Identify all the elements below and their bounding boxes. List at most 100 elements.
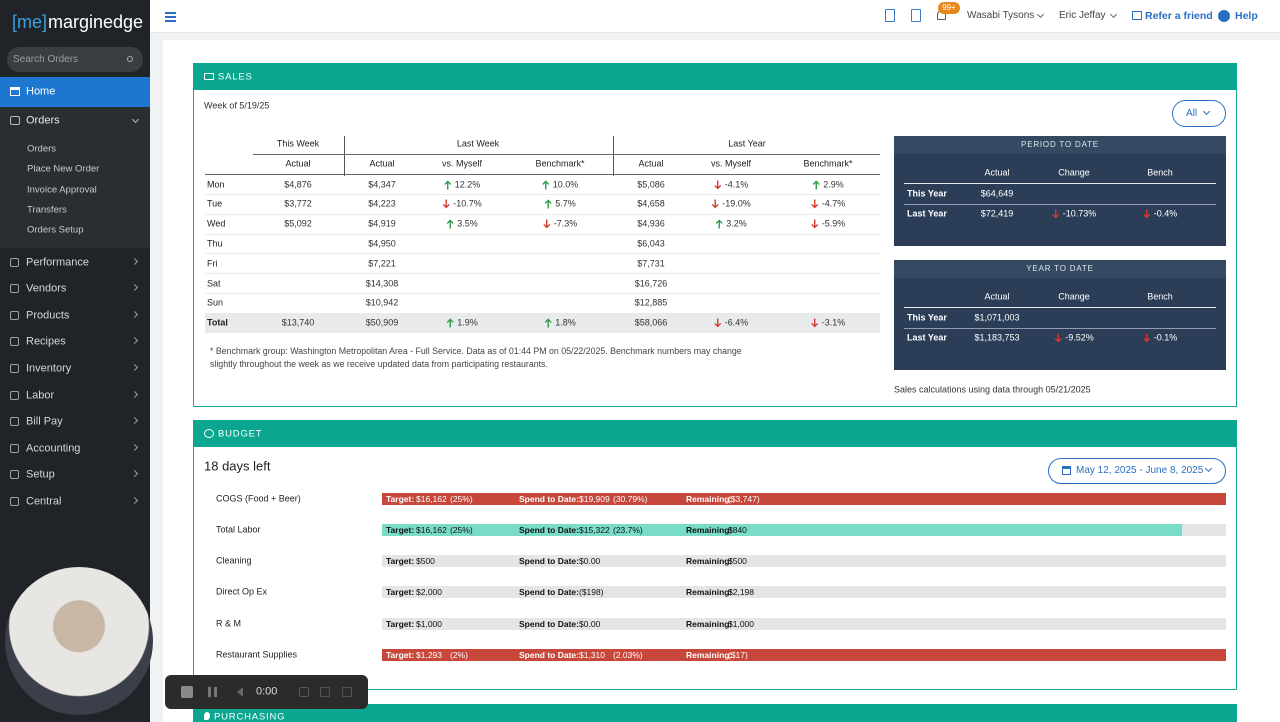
user-menu[interactable]: Eric Jeffay bbox=[1059, 10, 1106, 21]
up-arrow bbox=[812, 180, 820, 190]
nav-item[interactable]: Products bbox=[26, 309, 70, 322]
summary-column: Actual bbox=[984, 167, 1010, 178]
week-label: Week of 5/19/25 bbox=[204, 100, 270, 111]
nav-home[interactable] bbox=[0, 77, 150, 107]
nav-item[interactable]: Recipes bbox=[26, 335, 66, 348]
nav-icon bbox=[10, 284, 19, 294]
menu-icon-line[interactable] bbox=[165, 16, 176, 18]
header-rule bbox=[205, 174, 880, 175]
nav-item[interactable]: Vendors bbox=[26, 282, 67, 295]
refer-link[interactable]: Refer a friend bbox=[1145, 9, 1213, 22]
nav-subitem[interactable]: Transfers bbox=[27, 204, 67, 216]
summary-box bbox=[894, 260, 1226, 370]
budget-field-label: Spend to Date: bbox=[519, 555, 579, 566]
row-label: Tue bbox=[207, 198, 223, 209]
down-arrow bbox=[1052, 209, 1060, 219]
menu-icon-line[interactable] bbox=[165, 20, 176, 22]
days-left: 18 days left bbox=[204, 458, 271, 474]
stop-button[interactable] bbox=[181, 686, 193, 698]
location-select[interactable]: Wasabi Tysons bbox=[967, 10, 1035, 21]
nav-orders[interactable]: Orders bbox=[26, 114, 60, 127]
nav-item[interactable]: Labor bbox=[26, 389, 55, 401]
nav-subitem[interactable]: Place New Order bbox=[27, 163, 100, 175]
filter-label[interactable]: All bbox=[1186, 108, 1198, 119]
budget-icon bbox=[204, 429, 214, 438]
total-row-bg bbox=[205, 313, 880, 334]
row-label: Sat bbox=[207, 278, 221, 288]
cell-value: $16,726 bbox=[634, 278, 668, 288]
pause-button[interactable] bbox=[208, 687, 217, 697]
row-rule bbox=[205, 293, 880, 294]
column-header: vs. Myself bbox=[710, 158, 752, 169]
sales-title: SALES bbox=[218, 71, 253, 83]
nav-item[interactable]: Bill Pay bbox=[26, 415, 63, 428]
cell-value: $4,658 bbox=[637, 198, 665, 209]
date-range-button[interactable] bbox=[1048, 458, 1226, 484]
change-value: 12.2% bbox=[444, 179, 480, 190]
sales-header bbox=[193, 63, 1237, 90]
nav-home-label[interactable]: Home bbox=[26, 85, 56, 98]
search-icon bbox=[127, 56, 133, 62]
budget-field-value: $15,322 bbox=[579, 524, 610, 535]
down-arrow bbox=[711, 199, 719, 209]
nav-subitem[interactable]: Invoice Approval bbox=[27, 183, 97, 195]
recorder-tool[interactable] bbox=[320, 687, 330, 697]
nav-item[interactable]: Setup bbox=[26, 468, 55, 481]
cell-value: $4,223 bbox=[368, 198, 396, 209]
row-label: Mon bbox=[207, 179, 225, 189]
budget-field-value: ($3,747) bbox=[728, 493, 760, 504]
notification-count: 99+ bbox=[942, 3, 956, 12]
column-header: Benchmark* bbox=[803, 158, 853, 169]
filter-button[interactable] bbox=[1172, 100, 1226, 127]
budget-field-value: $500 bbox=[728, 555, 747, 566]
logo-text: marginedge bbox=[48, 12, 144, 32]
document-icon[interactable] bbox=[911, 9, 921, 22]
nav-item[interactable]: Central bbox=[26, 495, 62, 508]
cell-value: $7,221 bbox=[368, 258, 396, 269]
cell-value: $4,919 bbox=[368, 218, 396, 229]
budget-field-value: $1,310 bbox=[579, 649, 605, 660]
help-link[interactable]: Help bbox=[1235, 9, 1258, 22]
recorder-tool[interactable] bbox=[342, 687, 352, 697]
change-value: -19.0% bbox=[711, 199, 751, 209]
webcam-bubble bbox=[5, 567, 153, 715]
nav-item[interactable]: Inventory bbox=[26, 362, 72, 375]
recorder-tool[interactable] bbox=[299, 687, 309, 697]
cell-value: $6,043 bbox=[637, 238, 665, 249]
change-value: -6.4% bbox=[714, 318, 748, 328]
change-value: -7.3% bbox=[543, 219, 577, 229]
purchasing-icon bbox=[204, 712, 210, 720]
row-rule bbox=[205, 233, 880, 235]
budget-field-label: Spend to Date: bbox=[519, 618, 579, 629]
menu-icon-line[interactable] bbox=[165, 12, 176, 14]
budget-field-label: Target: bbox=[386, 618, 415, 629]
date-range[interactable]: May 12, 2025 - June 8, 2025 bbox=[1076, 465, 1204, 476]
rewind-button[interactable] bbox=[231, 687, 243, 697]
nav-subitem[interactable]: Orders bbox=[27, 143, 57, 155]
nav-icon bbox=[10, 390, 19, 400]
nav-item[interactable]: Accounting bbox=[26, 442, 81, 455]
change-value: -4.7% bbox=[811, 199, 845, 209]
search-box[interactable] bbox=[7, 47, 143, 72]
row-rule bbox=[205, 273, 880, 275]
document-icon[interactable] bbox=[885, 9, 895, 22]
change-value: 3.5% bbox=[446, 219, 478, 229]
budget-field-label: Spend to Date: bbox=[519, 493, 579, 504]
summary-column: Bench bbox=[1147, 167, 1173, 178]
search-placeholder[interactable]: Search Orders bbox=[13, 54, 79, 65]
budget-bar-fill bbox=[382, 523, 1183, 536]
nav-icon bbox=[10, 310, 19, 320]
nav-subitem[interactable]: Orders Setup bbox=[27, 224, 84, 236]
down-arrow bbox=[811, 219, 819, 229]
change-value: 1.9% bbox=[446, 318, 478, 328]
home-icon bbox=[10, 87, 20, 96]
summary-rule bbox=[904, 328, 1216, 329]
help-icon[interactable] bbox=[1218, 10, 1230, 22]
gift-icon[interactable] bbox=[1132, 11, 1142, 20]
cell-value: $14,308 bbox=[365, 278, 399, 288]
nav-item[interactable]: Performance bbox=[26, 256, 89, 268]
row-label: Thu bbox=[207, 238, 223, 249]
budget-field-value: $19,909 bbox=[579, 493, 610, 504]
row-rule bbox=[205, 253, 880, 255]
down-arrow bbox=[1054, 333, 1062, 343]
